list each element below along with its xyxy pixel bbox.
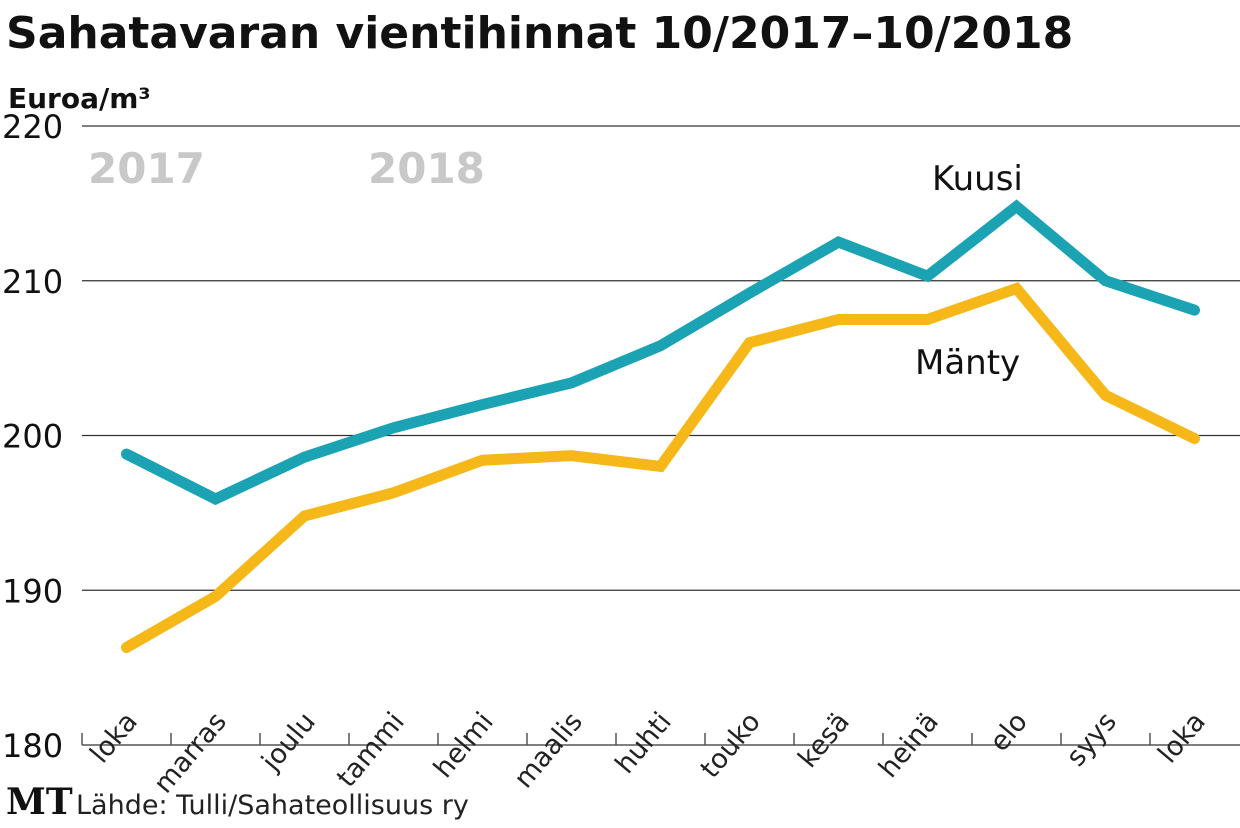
y-tick-label: 190 (2, 572, 63, 610)
x-tick-label: marras (148, 707, 233, 800)
chart-title: Sahatavaran vientihinnat 10/2017–10/2018 (6, 8, 1073, 59)
y-tick-label: 180 (2, 727, 63, 765)
y-axis-label: Euroa/m³ (8, 82, 151, 115)
x-tick-label: loka (84, 707, 144, 770)
x-tick-label: huhti (609, 707, 677, 780)
x-tick-label: loka (1152, 707, 1212, 770)
x-tick-label: joulu (255, 707, 322, 778)
y-tick-label: 200 (2, 418, 63, 456)
y-tick-label: 220 (2, 108, 63, 146)
series-label-kuusi: Kuusi (932, 159, 1023, 199)
year-label-2017: 2017 (88, 144, 205, 193)
x-tick-label: kesä (792, 707, 856, 774)
y-tick-label: 210 (2, 263, 63, 301)
x-tick-label: tammi (331, 707, 411, 794)
source-note: Lähde: Tulli/Sahateollisuus ry (76, 790, 469, 821)
series-line-kuusi (121, 199, 1200, 506)
series-label-manty: Mänty (915, 343, 1020, 383)
year-label-2018: 2018 (368, 144, 485, 193)
x-tick-label: elo (984, 707, 1034, 758)
mt-logo: MT (6, 781, 73, 823)
x-tick-label: maalis (508, 707, 589, 795)
x-tick-label: syys (1060, 707, 1122, 773)
